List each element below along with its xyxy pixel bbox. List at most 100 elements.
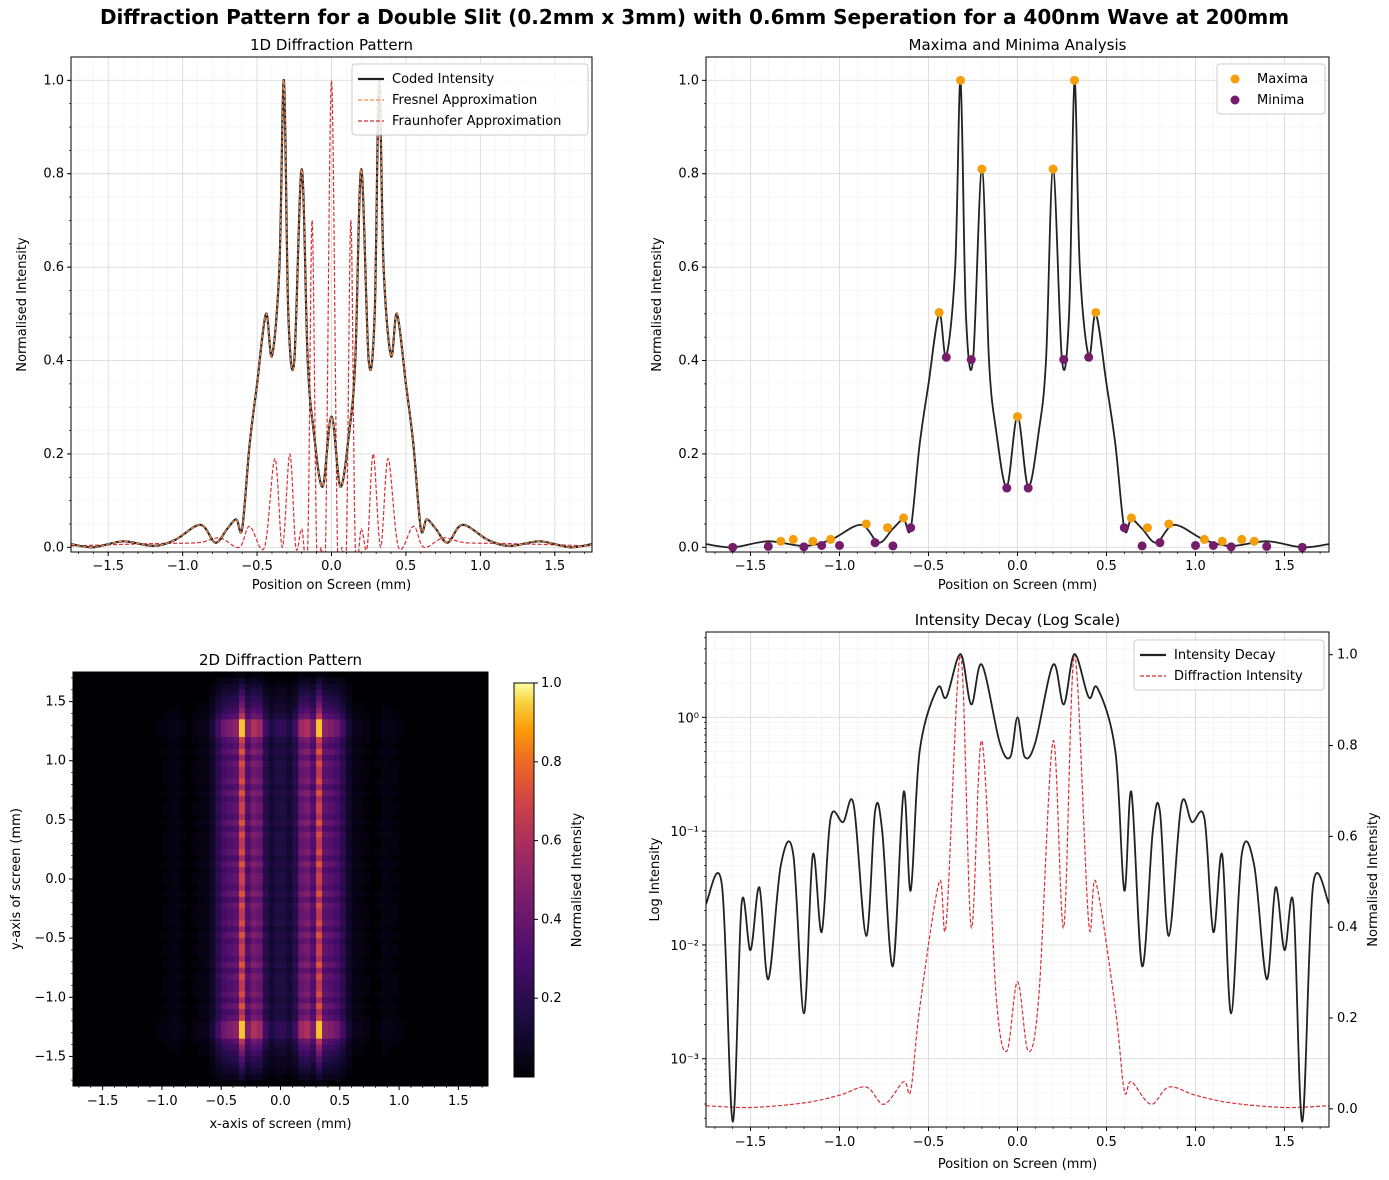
heatmap-cell: [351, 867, 358, 874]
heatmap-cell: [322, 1009, 329, 1016]
heatmap-cell: [316, 890, 323, 898]
heatmap-cell: [239, 949, 246, 957]
heatmap-cell: [286, 938, 293, 945]
heatmap-cell: [173, 879, 181, 886]
heatmap-cell: [333, 973, 341, 980]
heatmap-cell: [280, 778, 287, 785]
heatmap-cell: [280, 772, 287, 779]
x-tick-label: −1.0: [824, 559, 856, 574]
heatmap-cell: [339, 985, 347, 992]
heatmap-cell: [310, 719, 317, 726]
heatmap-cell: [268, 867, 275, 874]
colorbar-tick-label: 0.4: [541, 912, 562, 927]
heatmap-cell: [363, 719, 370, 726]
heatmap-cell: [209, 997, 216, 1004]
heatmap-cell: [215, 1062, 222, 1069]
heatmap-cell: [304, 967, 311, 975]
heatmap-cell: [286, 908, 293, 915]
heatmap-cell: [304, 955, 311, 963]
heatmap-cell: [161, 979, 169, 986]
heatmap-cell: [327, 955, 335, 963]
heatmap-cell: [292, 879, 299, 886]
heatmap-cell: [209, 808, 216, 815]
heatmap-cell: [203, 784, 210, 791]
heatmap-cell: [322, 742, 329, 750]
heatmap-cell: [173, 884, 181, 892]
heatmap-cell: [327, 961, 335, 969]
heatmap-cell: [345, 1009, 353, 1016]
heatmap-cell: [244, 760, 252, 768]
heatmap-cell: [310, 701, 317, 708]
heatmap-cell: [357, 707, 364, 714]
heatmap-cell: [298, 879, 305, 886]
heatmap-cell: [215, 813, 222, 821]
heatmap-cell: [274, 1032, 281, 1040]
heatmap-cell: [357, 719, 364, 726]
heatmap-cell: [381, 766, 388, 773]
heatmap-cell: [333, 1074, 341, 1081]
heatmap-cell: [173, 825, 181, 833]
legend-box: [1216, 63, 1326, 115]
heatmap-cell: [333, 790, 341, 797]
heatmap-cell: [345, 689, 353, 697]
y-tick-label-right: 0.0: [1337, 1102, 1358, 1117]
heatmap-cell: [274, 961, 281, 969]
heatmap-cell: [233, 813, 240, 821]
heatmap-cell: [280, 683, 287, 691]
heatmap-cell: [268, 896, 275, 904]
heatmap-cell: [274, 808, 281, 815]
heatmap-cell: [339, 825, 347, 833]
heatmap-cell: [286, 819, 293, 827]
heatmap-cell: [209, 766, 216, 773]
heatmap-cell: [274, 831, 281, 838]
heatmap-cell: [357, 796, 364, 803]
heatmap-cell: [167, 884, 175, 892]
heatmap-cell: [351, 1015, 358, 1022]
heatmap-cell: [292, 949, 299, 957]
x-tick-label: 1.5: [1274, 1135, 1295, 1150]
heatmap-cell: [173, 1020, 181, 1028]
maxima-point: [899, 513, 909, 523]
y-tick-label-right: 0.2: [1337, 1011, 1358, 1026]
heatmap-cell: [209, 748, 216, 756]
heatmap-cell: [339, 683, 347, 691]
heatmap-cell: [215, 949, 222, 957]
heatmap-cell: [173, 837, 181, 844]
heatmap-cell: [191, 949, 198, 957]
heatmap-cell: [304, 742, 311, 750]
heatmap-cell: [209, 1038, 216, 1045]
heatmap-cell: [286, 713, 293, 720]
heatmap-cell: [322, 1003, 329, 1010]
heatmap-cell: [322, 1015, 329, 1022]
heatmap-cell: [215, 719, 222, 726]
heatmap-cell: [327, 731, 335, 738]
heatmap-cell: [345, 713, 353, 720]
heatmap-cell: [173, 784, 181, 791]
heatmap-cell: [393, 725, 400, 732]
heatmap-cell: [351, 713, 358, 720]
heatmap-cell: [274, 1038, 281, 1045]
heatmap-cell: [310, 955, 317, 963]
heatmap-cell: [280, 884, 287, 892]
heatmap-cell: [345, 849, 353, 856]
heatmap-cell: [357, 1038, 364, 1045]
heatmap-cell: [161, 1015, 169, 1022]
heatmap-cell: [381, 944, 388, 951]
heatmap-cell: [203, 932, 210, 939]
heatmap-cell: [327, 944, 335, 951]
heatmap-cell: [161, 790, 169, 797]
heatmap-cell: [345, 1050, 353, 1057]
heatmap-cell: [357, 731, 364, 738]
heatmap-cell: [351, 991, 358, 998]
heatmap-cell: [357, 908, 364, 915]
heatmap-cell: [274, 1026, 281, 1034]
heatmap-cell: [339, 1062, 347, 1069]
heatmap-cell: [357, 843, 364, 850]
heatmap-cell: [167, 932, 175, 939]
heatmap-cell: [197, 731, 204, 738]
heatmap-cell: [304, 672, 311, 679]
heatmap-cell: [215, 1026, 222, 1034]
heatmap-cell: [393, 902, 400, 909]
heatmap-cell: [339, 1056, 347, 1063]
heatmap-cell: [351, 908, 358, 915]
